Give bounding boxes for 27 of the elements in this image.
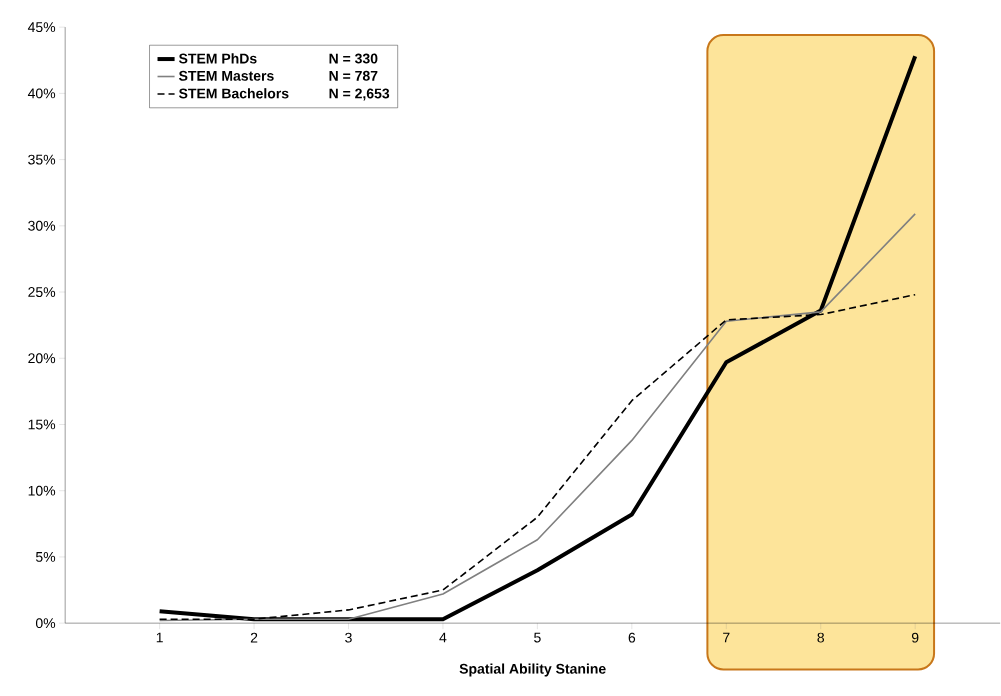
y-tick-label: 20%	[28, 353, 56, 364]
legend-label: STEM PhDs	[178, 53, 257, 64]
y-tick-label: 10%	[28, 485, 56, 496]
y-tick-label: 30%	[28, 220, 56, 231]
annotation: N = 787	[329, 70, 378, 81]
y-tick-label: 0%	[35, 618, 56, 629]
x-axis-title: Spatial Ability Stanine	[459, 663, 606, 677]
y-tick-label: 40%	[27, 88, 56, 99]
x-tick-label: 7	[723, 632, 730, 643]
annotation: N = 2,653	[329, 88, 390, 101]
x-tick-label: 2	[250, 632, 258, 643]
x-tick-label: 9	[911, 632, 919, 643]
legend-label: STEM Masters	[178, 70, 274, 81]
x-tick-label: 3	[345, 632, 352, 643]
x-tick-label: 6	[628, 632, 636, 643]
y-tick-label: 35%	[28, 154, 56, 165]
x-tick-label: 8	[817, 632, 825, 643]
y-tick-label: 15%	[28, 419, 56, 430]
y-tick-label: 45%	[27, 22, 56, 33]
x-tick-label: 5	[534, 632, 541, 643]
annotation: N = 330	[329, 53, 378, 64]
legend-label: STEM Bachelors	[178, 88, 289, 99]
x-tick-label: 4	[439, 632, 447, 643]
y-tick-label: 5%	[35, 552, 56, 562]
line-series	[158, 213, 916, 622]
y-tick-label: 25%	[28, 287, 56, 297]
x-tick-label: 1	[156, 632, 163, 643]
